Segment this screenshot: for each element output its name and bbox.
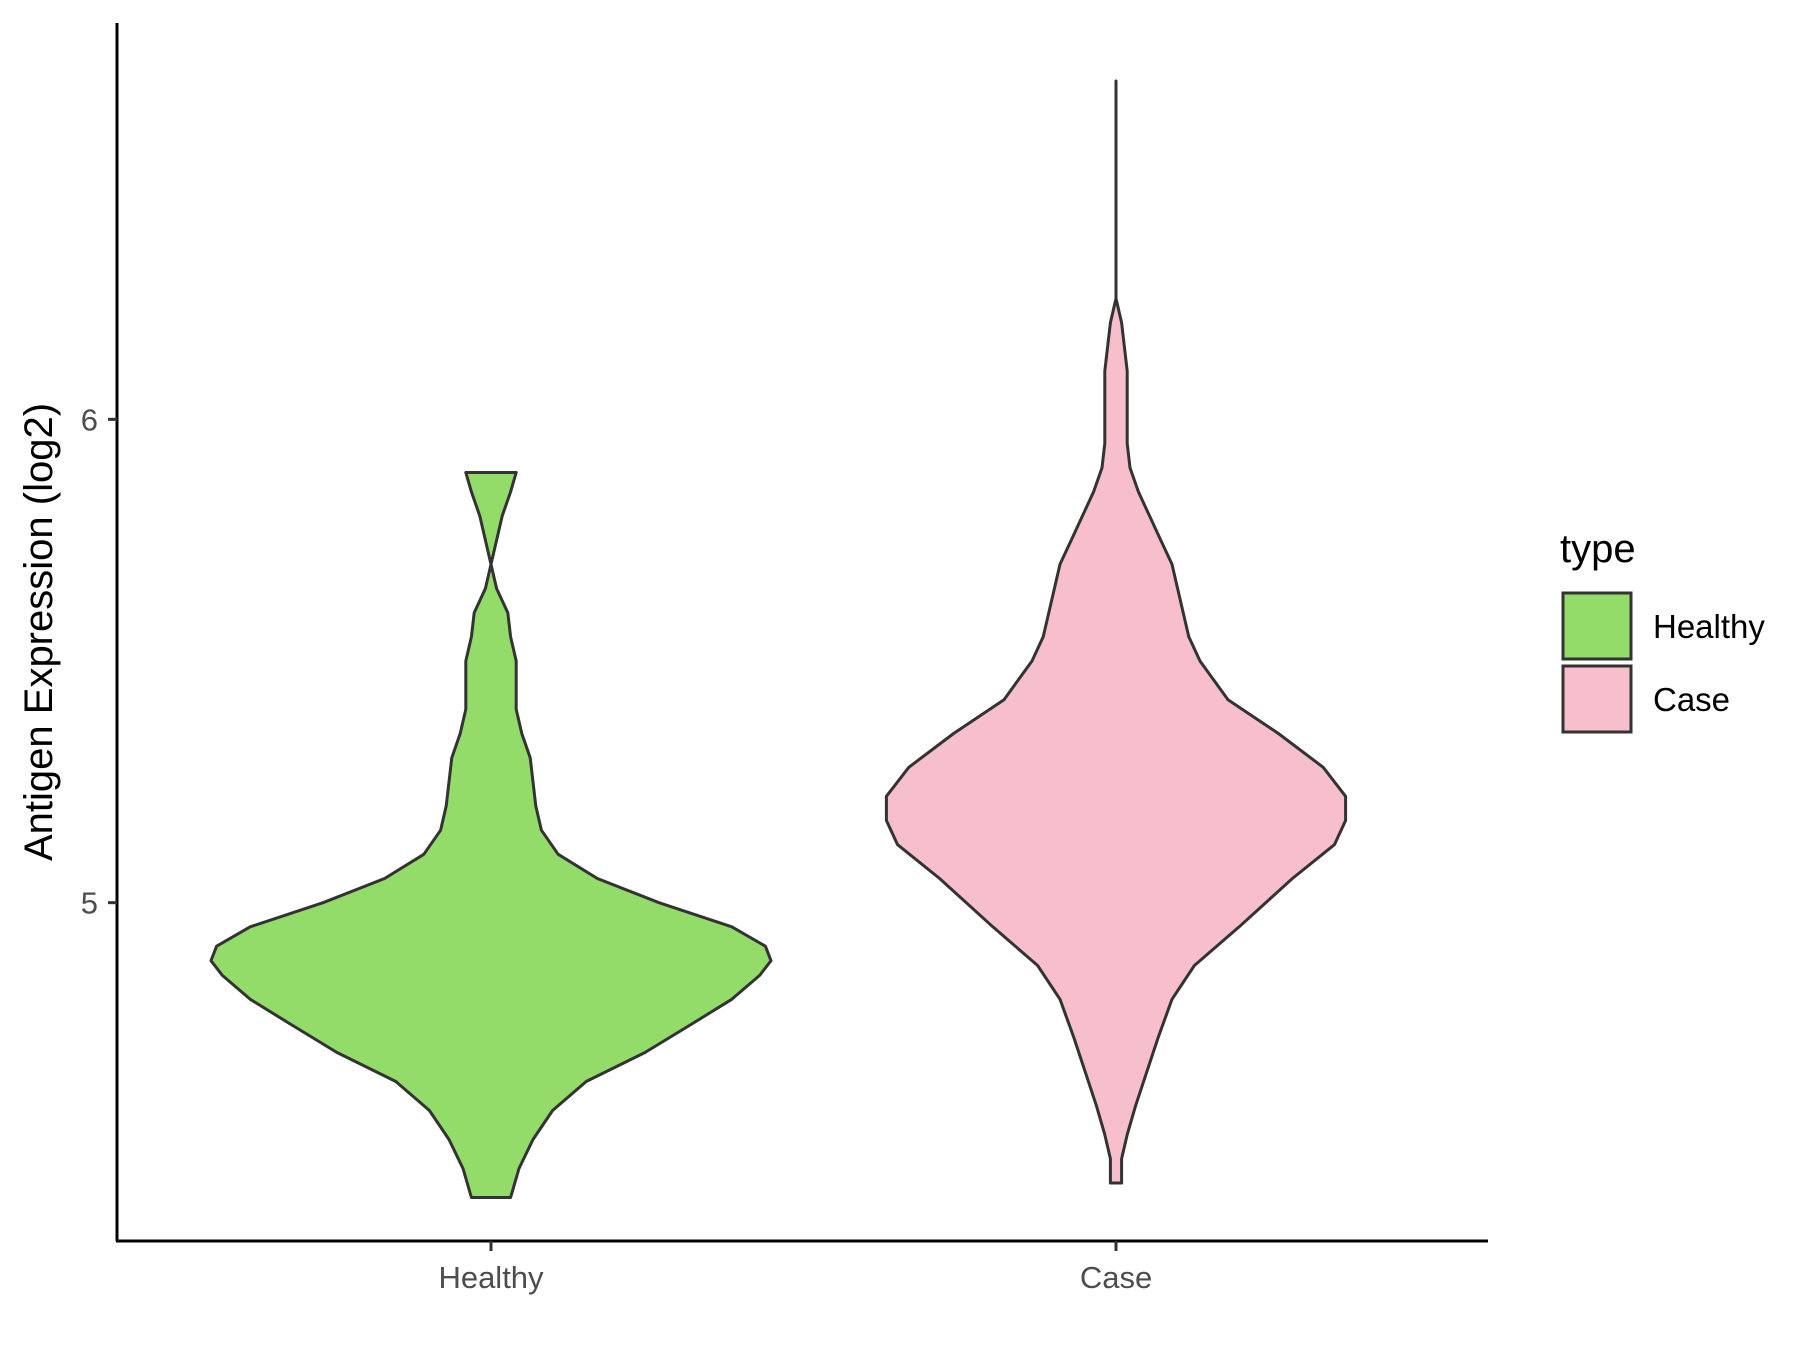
y-axis-title: Antigen Expression (log2) xyxy=(17,403,61,861)
legend-label-case: Case xyxy=(1653,681,1730,718)
x-ticks: Healthy Case xyxy=(438,1241,1152,1295)
legend: type Healthy Case xyxy=(1560,527,1765,734)
violin-layer xyxy=(209,79,1348,1199)
y-tick-label: 5 xyxy=(81,886,98,921)
legend-swatch-case xyxy=(1561,664,1633,734)
x-tick-label: Healthy xyxy=(438,1260,544,1295)
legend-items: Healthy Case xyxy=(1561,591,1765,734)
x-tick-label: Case xyxy=(1080,1260,1152,1295)
y-tick-label: 6 xyxy=(81,402,98,437)
y-ticks: 56 xyxy=(81,402,117,921)
legend-swatch-healthy xyxy=(1561,591,1633,661)
legend-label-healthy: Healthy xyxy=(1653,608,1765,645)
legend-title: type xyxy=(1560,527,1636,571)
violin-case xyxy=(884,79,1348,1185)
violin-healthy xyxy=(209,471,773,1199)
